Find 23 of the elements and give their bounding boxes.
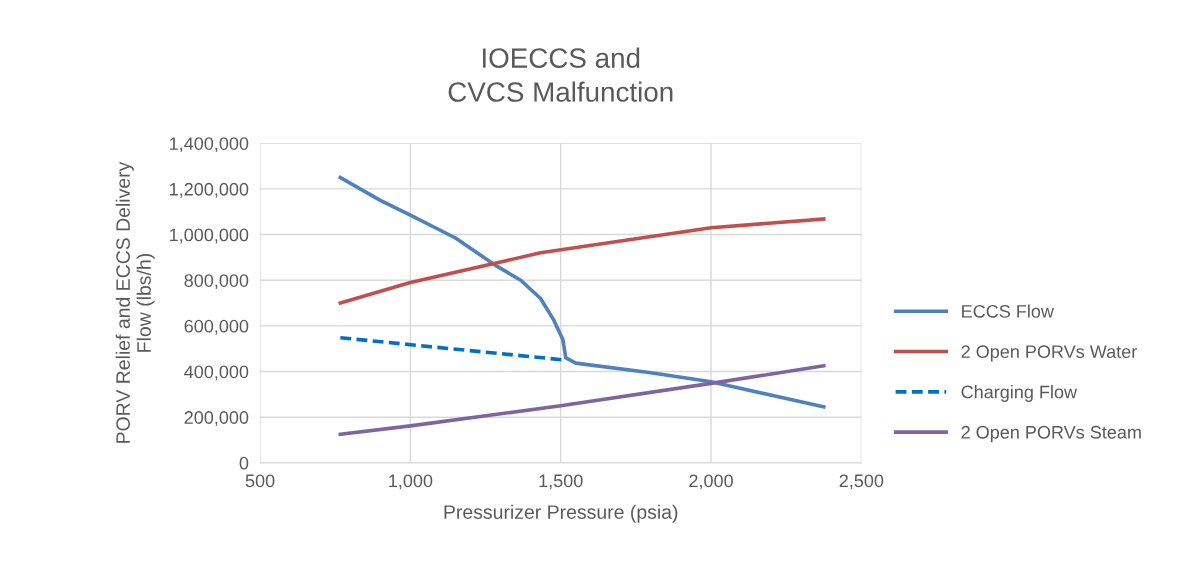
y-axis-title: PORV Relief and ECCS Delivery Flow (lbs/h): [115, 161, 155, 443]
y-tick-label: 1,000,000: [170, 228, 249, 244]
y-tick-label: 0: [239, 456, 249, 470]
x-tick-label: 1,000: [389, 474, 433, 490]
x-tick-label: 2,000: [689, 474, 733, 490]
line-series: [338, 364, 826, 437]
y-tick-label: 1,400,000: [170, 137, 249, 153]
line-series: [338, 175, 826, 409]
x-tick-label: 1,500: [539, 474, 583, 490]
legend-label: ECCS Flow: [962, 304, 1054, 318]
y-tick-label: 800,000: [184, 274, 249, 290]
y-tick-label: 1,200,000: [170, 182, 249, 198]
y-tick-label: 200,000: [184, 411, 249, 427]
x-axis-title: Pressurizer Pressure (psia): [444, 504, 678, 523]
y-tick-label: 600,000: [184, 319, 249, 335]
x-tick-label: 500: [245, 474, 275, 488]
chart-title: IOECCS and CVCS Malfunction: [448, 47, 673, 102]
x-tick-label: 2,500: [839, 474, 884, 490]
legend-label: 2 Open PORVs Water: [961, 345, 1137, 362]
legend-label: 2 Open PORVs Steam: [961, 425, 1141, 443]
legend-label: Charging Flow: [961, 385, 1078, 402]
line-series: [338, 217, 826, 305]
y-tick-label: 400,000: [184, 365, 249, 381]
